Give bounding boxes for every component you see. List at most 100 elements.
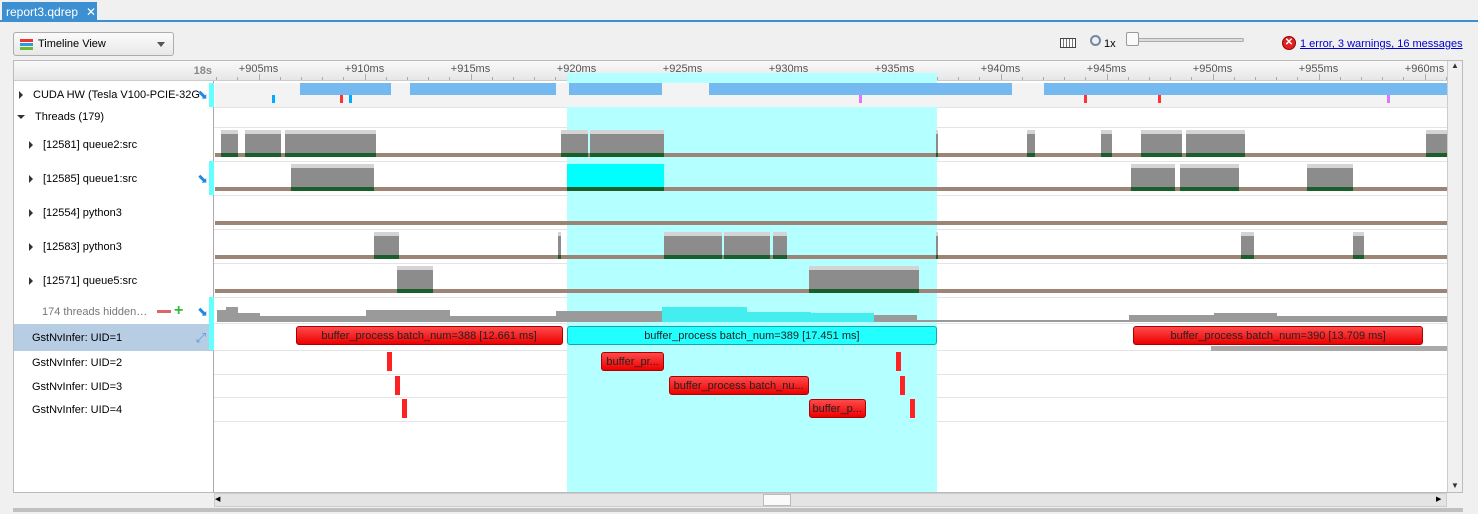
hidden-threads-activity — [429, 310, 451, 322]
thread-activity-core — [397, 270, 434, 289]
tab-report[interactable]: report3.qdrep ✕ — [2, 2, 97, 22]
row-label-text: GstNvInfer: UID=2 — [32, 357, 123, 369]
timeline-panel: 18s CUDA HW (Tesla V100-PCIE-32G ⬊ Thread… — [13, 60, 1463, 493]
view-selector[interactable]: Timeline View — [13, 32, 174, 56]
row-thread[interactable]: [12571] queue5:src — [14, 264, 214, 298]
expand-icon[interactable] — [29, 175, 33, 183]
thread-cpu-usage — [221, 153, 239, 157]
tick-label: +940ms — [980, 63, 1021, 75]
thread-activity-core — [1306, 168, 1354, 187]
thread-cpu-usage — [1306, 187, 1354, 191]
thread-cpu-usage — [808, 289, 919, 293]
thread-activity-core — [723, 236, 771, 255]
thread-cpu-usage — [1141, 153, 1182, 157]
nvtx-range-short[interactable] — [910, 399, 916, 418]
tick — [555, 77, 557, 80]
tick — [1064, 77, 1066, 80]
tick-label: +960ms — [1404, 63, 1445, 75]
tick — [1403, 77, 1405, 80]
hidden-threads-activity — [747, 312, 811, 322]
thread-cpu-usage — [590, 153, 665, 157]
thread-cpu-usage — [558, 255, 561, 259]
nvtx-range[interactable]: buffer_process batch_num=388 [12.661 ms] — [295, 326, 563, 345]
tick — [322, 77, 324, 80]
time-ruler[interactable]: +905ms +910ms +915ms +920ms +925ms +930ms +935… — [214, 61, 1447, 81]
row-thread[interactable]: [12554] python3 — [14, 196, 214, 230]
plus-icon[interactable]: + — [174, 302, 184, 319]
nvtx-range-short[interactable] — [386, 352, 392, 371]
row-label-text: [12583] python3 — [43, 241, 122, 253]
error-icon: ✕ — [1282, 36, 1296, 50]
close-icon[interactable]: ✕ — [86, 5, 97, 19]
thread-cpu-usage — [1353, 255, 1365, 259]
nvtx-range[interactable]: buffer_process batch_nu... — [668, 376, 809, 395]
row-threads[interactable]: Threads (179) — [14, 107, 214, 127]
expand-icon[interactable] — [29, 243, 33, 251]
thread-activity-core — [935, 236, 938, 255]
scroll-right-button[interactable]: ▶ — [1436, 496, 1442, 503]
zoom-slider[interactable] — [1130, 38, 1244, 42]
row-thread[interactable]: [12583] python3 — [14, 230, 214, 264]
tick — [491, 77, 493, 80]
zoom-level: 1x — [1104, 38, 1116, 50]
cuda-memop — [1084, 95, 1088, 103]
row-gst-uid1[interactable]: GstNvInfer: UID=1 ⤢ — [14, 324, 214, 351]
row-gst-uid2[interactable]: GstNvInfer: UID=2 — [14, 351, 214, 375]
tick — [406, 77, 408, 80]
cuda-kernel — [708, 83, 1013, 95]
expand-icon[interactable] — [29, 209, 33, 217]
chevron-down-icon — [157, 42, 165, 47]
expand-icon[interactable] — [19, 91, 23, 99]
row-indicator — [209, 323, 214, 350]
minus-icon[interactable] — [157, 310, 171, 313]
tick — [1000, 74, 1002, 80]
pin-icon[interactable]: ⬊ — [197, 303, 208, 319]
row-thread[interactable]: [12581] queue2:src — [14, 128, 214, 162]
keyboard-icon[interactable] — [1060, 38, 1076, 48]
thread-cpu-usage — [723, 255, 771, 259]
thread-activity-core — [692, 236, 722, 255]
scroll-left-button[interactable]: ◀ — [215, 496, 221, 503]
nvtx-range[interactable]: buffer_process batch_num=389 [17.451 ms] — [566, 326, 937, 345]
expand-icon[interactable] — [29, 277, 33, 285]
nvtx-range-short[interactable] — [895, 352, 901, 371]
pin-icon[interactable]: ⬊ — [197, 87, 208, 102]
cuda-memop — [1387, 95, 1391, 103]
cuda-kernel — [1043, 83, 1447, 95]
row-gst-uid3[interactable]: GstNvInfer: UID=3 — [14, 375, 214, 398]
hidden-threads-activity — [916, 320, 1129, 322]
diagnostics-link[interactable]: 1 error, 3 warnings, 16 messages — [1300, 38, 1463, 50]
expand-icon[interactable] — [29, 141, 33, 149]
nvtx-range-short[interactable] — [899, 376, 905, 395]
tick — [385, 77, 387, 80]
nvtx-range-short[interactable] — [395, 376, 401, 395]
expand-arrows-icon[interactable]: ⤢ — [195, 329, 206, 345]
tick — [1106, 74, 1108, 80]
tick — [1191, 77, 1193, 80]
nvtx-range[interactable]: buffer_process batch_num=390 [13.709 ms] — [1132, 326, 1424, 345]
hidden-threads-activity — [450, 316, 557, 322]
nvtx-range-short[interactable] — [401, 399, 407, 418]
tick-label: +935ms — [874, 63, 915, 75]
vertical-scrollbar[interactable]: ▲ ▼ — [1447, 61, 1462, 492]
tick — [1021, 77, 1023, 80]
scroll-thumb[interactable] — [763, 494, 791, 506]
horizontal-scrollbar[interactable]: ◀ ▶ — [214, 493, 1447, 507]
row-labels: 18s CUDA HW (Tesla V100-PCIE-32G ⬊ Thread… — [14, 61, 214, 492]
thread-cpu-usage — [935, 153, 938, 157]
tick — [512, 77, 514, 80]
tick — [279, 77, 281, 80]
tick — [237, 77, 239, 80]
thread-activity-core — [935, 134, 938, 153]
row-cuda[interactable]: CUDA HW (Tesla V100-PCIE-32G ⬊ — [14, 83, 214, 107]
zoom-slider-handle[interactable] — [1126, 32, 1139, 46]
row-gst-uid4[interactable]: GstNvInfer: UID=4 — [14, 398, 214, 421]
pin-icon[interactable]: ⬊ — [197, 171, 208, 186]
thread-activity-core — [244, 134, 281, 153]
nvtx-range[interactable]: buffer_pr... — [600, 352, 665, 371]
collapse-icon[interactable] — [17, 115, 25, 119]
row-thread[interactable]: [12585] queue1:src ⬊ — [14, 162, 214, 196]
thread-cpu-usage — [772, 255, 788, 259]
nvtx-range[interactable]: buffer_p... — [808, 399, 866, 418]
tick — [936, 77, 938, 80]
